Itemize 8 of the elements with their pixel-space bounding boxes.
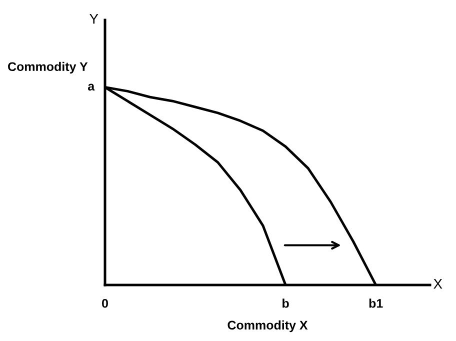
x-axis-title: Commodity X <box>228 320 308 332</box>
text: Y <box>90 14 98 24</box>
annotation: a <box>88 84 95 91</box>
text: 0 <box>102 298 108 308</box>
text: b1 <box>369 298 383 308</box>
text: X <box>434 279 442 289</box>
text: b <box>282 298 289 308</box>
y-axis-title: Commodity Y <box>8 62 88 74</box>
